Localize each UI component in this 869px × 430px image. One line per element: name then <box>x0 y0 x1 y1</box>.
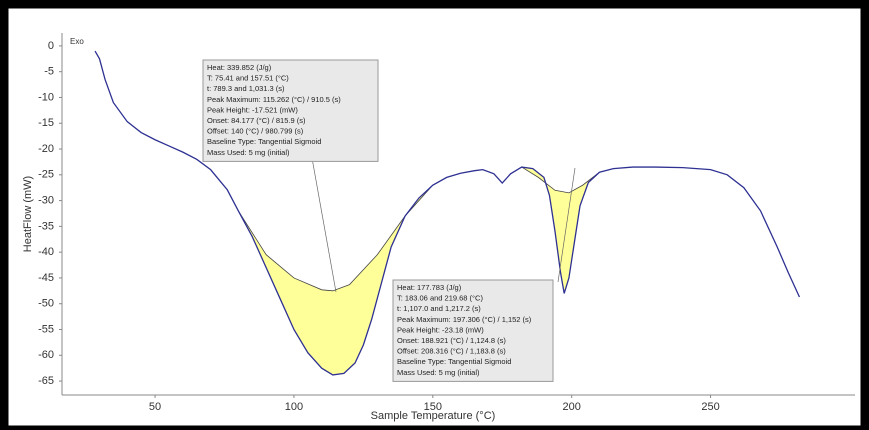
y-tick-label: -65 <box>38 375 54 387</box>
annotation-line: T: 183.06 and 219.68 (°C) <box>397 294 483 303</box>
y-tick-label: -25 <box>38 169 54 181</box>
exo-label: Exo <box>70 37 84 46</box>
leader-line <box>557 167 576 283</box>
x-axis-label: Sample Temperature (°C) <box>371 410 496 422</box>
y-tick-label: -10 <box>38 91 54 103</box>
y-tick-label: -45 <box>38 272 54 284</box>
annotation-line: Heat: 339.852 (J/g) <box>207 63 272 72</box>
y-axis-label: HeatFlow (mW) <box>22 176 34 252</box>
y-tick-label: -35 <box>38 220 54 232</box>
annotation-line: T: 75.41 and 157.51 (°C) <box>207 74 289 83</box>
peak-area <box>521 167 600 294</box>
y-tick-label: 0 <box>48 40 54 52</box>
leader-line <box>311 157 337 293</box>
y-tick-label: -60 <box>38 349 54 361</box>
annotation-line: Offset: 208.316 (°C) / 1,183.8 (s) <box>397 347 506 356</box>
annotation-line: Peak Height: -23.18 (mW) <box>397 325 484 334</box>
y-tick-label: -20 <box>38 143 54 155</box>
baseline <box>238 184 434 292</box>
curve <box>94 50 801 376</box>
annotation-line: t: 1,107.0 and 1,217.2 (s) <box>397 304 481 313</box>
annotation-line: Onset: 84.177 (°C) / 815.9 (s) <box>207 116 306 125</box>
x-tick-label: 250 <box>701 401 719 413</box>
annotation-line: Offset: 140 (°C) / 980.799 (s) <box>207 127 304 136</box>
y-tick-label: -30 <box>38 194 54 206</box>
annotation-line: Mass Used: 5 mg (initial) <box>207 148 290 157</box>
x-tick-label: 100 <box>285 401 303 413</box>
annotation-line: Baseline Type: Tangential Sigmoid <box>397 357 511 366</box>
y-tick-label: -5 <box>44 66 54 78</box>
annotation-line: Mass Used: 5 mg (initial) <box>397 368 480 377</box>
annotation-line: Baseline Type: Tangential Sigmoid <box>207 137 321 146</box>
y-tick-label: -15 <box>38 117 54 129</box>
annotation-line: Heat: 177.783 (J/g) <box>397 283 462 292</box>
x-tick-label: 50 <box>149 401 161 413</box>
x-tick-label: 200 <box>563 401 581 413</box>
peak-area <box>238 185 433 375</box>
annotation-line: Peak Maximum: 115.262 (°C) / 910.5 (s) <box>207 95 341 104</box>
annotation-box <box>392 279 554 382</box>
x-tick-label: 150 <box>424 401 442 413</box>
annotation-box <box>202 59 379 162</box>
annotation-line: Peak Maximum: 197.306 (°C) / 1,152 (s) <box>397 315 532 324</box>
y-tick-label: -55 <box>38 323 54 335</box>
y-tick-label: -50 <box>38 298 54 310</box>
annotation-line: Peak Height: -17.521 (mW) <box>207 105 298 114</box>
y-tick-label: -40 <box>38 246 54 258</box>
baseline <box>521 166 600 194</box>
annotation-line: Onset: 188.921 (°C) / 1,124.8 (s) <box>397 336 506 345</box>
annotation-line: t: 789.3 and 1,031.3 (s) <box>207 84 285 93</box>
